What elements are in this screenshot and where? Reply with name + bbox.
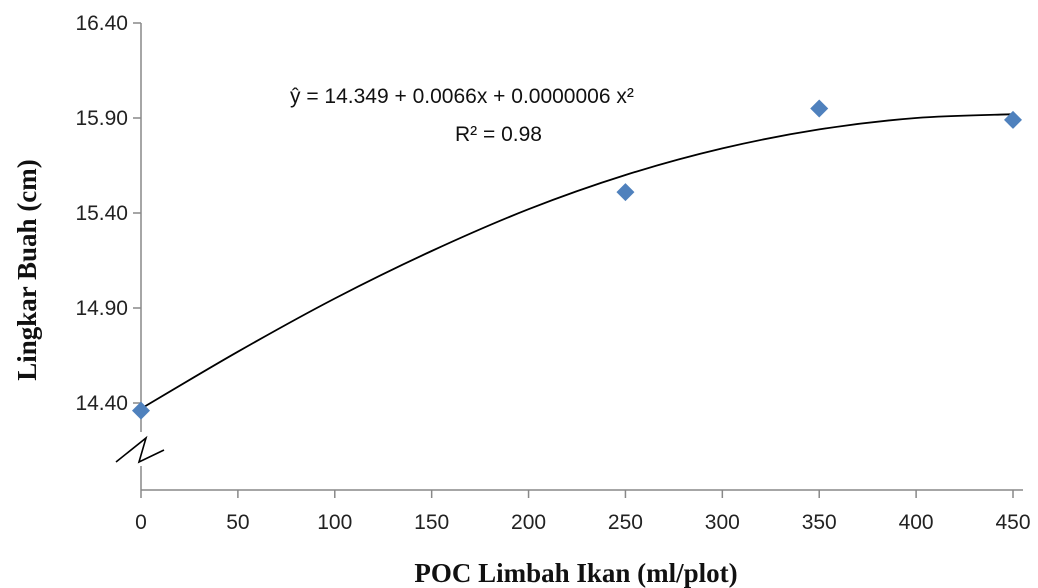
x-tick-label: 100 bbox=[317, 511, 352, 534]
axis-break-mark bbox=[115, 435, 165, 464]
trendline-equation: ŷ = 14.349 + 0.0066x + 0.0000006 x² bbox=[290, 85, 634, 108]
x-tick-label: 450 bbox=[995, 511, 1030, 534]
x-tick-label: 350 bbox=[802, 511, 837, 534]
x-tick-label: 250 bbox=[608, 511, 643, 534]
data-point-marker bbox=[132, 401, 150, 420]
data-points bbox=[132, 99, 1022, 420]
x-tick-label: 300 bbox=[705, 511, 740, 534]
x-tick-label: 150 bbox=[414, 511, 449, 534]
x-axis-ticks: 0 50 100 150 200 250 300 350 400 450 bbox=[135, 490, 1031, 534]
y-tick-label: 15.90 bbox=[75, 107, 128, 130]
trendline bbox=[140, 113, 1014, 410]
data-point-marker bbox=[1004, 110, 1022, 129]
x-tick-label: 400 bbox=[899, 511, 934, 534]
axis-break-gap bbox=[138, 432, 144, 466]
trendline-group bbox=[140, 113, 1014, 410]
data-point-marker bbox=[616, 183, 635, 202]
y-tick-label: 16.40 bbox=[75, 12, 128, 35]
y-tick-label: 15.40 bbox=[75, 202, 128, 225]
y-axis-ticks: 14.40 14.90 15.40 15.90 16.40 bbox=[75, 12, 141, 415]
x-tick-label: 50 bbox=[226, 511, 249, 534]
r-squared-label: R² = 0.98 bbox=[455, 123, 542, 146]
data-point-marker bbox=[810, 99, 829, 118]
x-tick-label: 200 bbox=[511, 511, 546, 534]
x-tick-label: 0 bbox=[135, 511, 147, 534]
y-axis-title: Lingkar Buah (cm) bbox=[12, 159, 42, 381]
x-axis-title: POC Limbah Ikan (ml/plot) bbox=[414, 558, 737, 588]
y-tick-label: 14.40 bbox=[75, 392, 128, 415]
y-tick-label: 14.90 bbox=[75, 297, 128, 320]
